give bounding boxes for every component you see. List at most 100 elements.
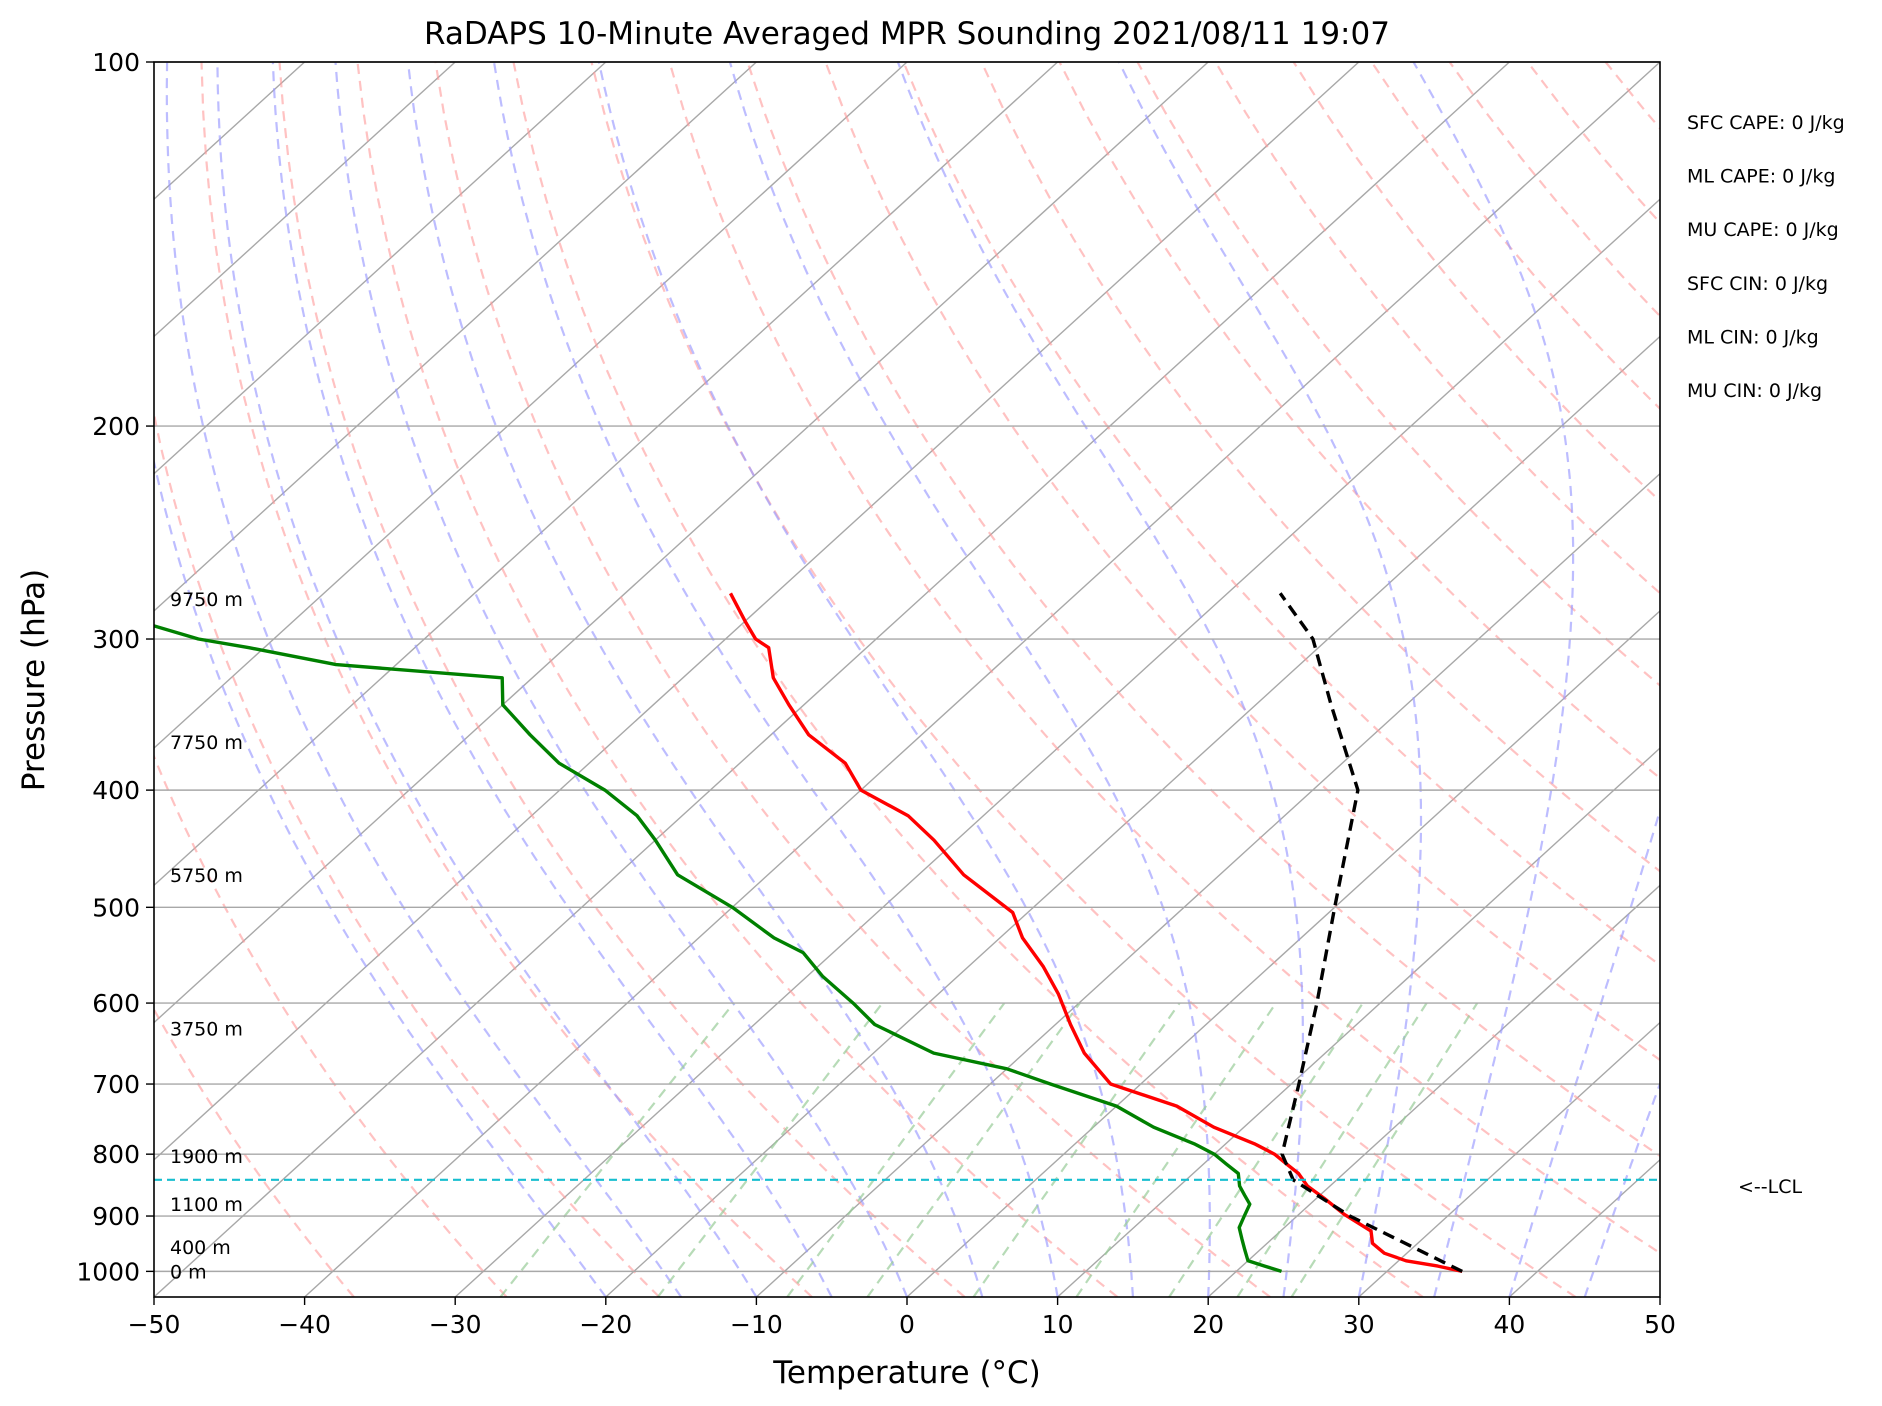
height-label: 400 m [170, 1237, 231, 1259]
mixing-ratio-line [1075, 1002, 1277, 1297]
y-tick-label: 800 [92, 1140, 140, 1169]
x-tick-label: 20 [1192, 1310, 1224, 1339]
stability-annotations: SFC CAPE: 0 J/kg ML CAPE: 0 J/kg MU CAPE: … [1687, 112, 1845, 402]
dry-adiabat [980, 62, 1660, 873]
dry-adiabat [1840, 62, 1882, 1297]
isotherm-line [1207, 884, 1660, 1297]
x-tick-label: −50 [128, 1310, 181, 1339]
dry-adiabat [1214, 62, 1660, 595]
moist-adiabat [728, 62, 1211, 1297]
isotherm-line [154, 62, 1209, 1024]
dry-adiabat [746, 62, 1660, 1158]
y-tick-label: 700 [92, 1070, 140, 1099]
y-axis: 100 200 300 400 500 600 700 800 900 1000 [76, 48, 154, 1286]
y-tick-label: 900 [92, 1202, 140, 1231]
x-tick-label: −10 [730, 1310, 783, 1339]
dry-adiabat [590, 62, 1577, 1297]
lcl-label: <--LCL [1738, 1176, 1802, 1198]
x-axis: −50 −40 −30 −20 −10 0 10 20 30 40 50 [128, 1297, 1676, 1339]
stability-annotation: ML CAPE: 0 J/kg [1687, 166, 1835, 188]
mixing-ratio-line [972, 1002, 1181, 1297]
dry-adiabat [1058, 62, 1660, 780]
x-tick-label: 30 [1343, 1310, 1375, 1339]
moist-adiabat [154, 457, 607, 1297]
x-axis-label: Temperature (°C) [772, 1355, 1041, 1391]
dry-adiabat [1604, 62, 1660, 130]
isotherm-line [605, 335, 1660, 1297]
x-tick-label: −40 [278, 1310, 331, 1339]
x-tick-label: −30 [429, 1310, 482, 1339]
x-tick-label: −20 [579, 1310, 632, 1339]
y-tick-label: 500 [92, 893, 140, 922]
height-label: 1100 m [170, 1194, 243, 1216]
moist-adiabat [165, 62, 683, 1297]
stability-annotation: SFC CAPE: 0 J/kg [1687, 112, 1845, 134]
height-label: 9750 m [170, 589, 243, 611]
height-label: 5750 m [170, 865, 243, 887]
stability-annotation: MU CIN: 0 J/kg [1687, 380, 1822, 402]
isotherm-line [154, 62, 757, 612]
dry-adiabat [1448, 62, 1660, 318]
stability-annotation: ML CIN: 0 J/kg [1687, 326, 1819, 348]
dry-adiabat [902, 62, 1660, 967]
isotherm-line [906, 609, 1660, 1297]
dry-adiabat [1762, 62, 1882, 1297]
mixing-ratio-line [866, 1002, 1081, 1297]
moist-adiabat [1583, 1080, 1660, 1297]
y-tick-label: 400 [92, 776, 140, 805]
y-tick-label: 300 [92, 625, 140, 654]
mixing-ratio-line [499, 1002, 735, 1297]
y-tick-label: 200 [92, 412, 140, 441]
stability-annotation: MU CAPE: 0 J/kg [1687, 219, 1839, 241]
dry-adiabat [278, 62, 966, 1297]
moist-adiabat [271, 62, 833, 1297]
sounding-curves [154, 592, 1463, 1274]
moist-adiabat [216, 62, 758, 1297]
parcel-path [1278, 592, 1463, 1273]
isotherm-line [154, 62, 1360, 1161]
x-tick-label: 40 [1493, 1310, 1525, 1339]
dry-adiabat [1292, 62, 1660, 503]
isotherm-line [154, 62, 456, 338]
isotherm-line [154, 62, 1059, 887]
isotherm-line [1659, 1296, 1660, 1297]
mixing-ratio-line [1290, 1002, 1479, 1297]
height-label: 0 m [170, 1261, 207, 1283]
lcl-group: <--LCL [154, 1176, 1802, 1198]
dry-adiabat [154, 1007, 355, 1297]
dry-adiabat [154, 408, 661, 1297]
dry-adiabat [668, 62, 1660, 1255]
reference-lines [154, 62, 1882, 1297]
y-tick-label: 100 [92, 48, 140, 77]
height-label: 7750 m [170, 732, 243, 754]
dry-adiabat [1370, 62, 1660, 411]
x-tick-label: 50 [1644, 1310, 1676, 1339]
moist-adiabat [1412, 62, 1575, 1297]
isotherm-line [154, 62, 908, 750]
chart-title: RaDAPS 10-Minute Averaged MPR Sounding 2… [424, 16, 1390, 52]
moist-adiabat [334, 62, 909, 1297]
isotherm-line [154, 62, 1510, 1297]
moist-adiabat [492, 62, 1059, 1297]
moist-adiabat [1508, 806, 1660, 1297]
mixing-ratio-line [786, 1002, 1006, 1297]
moist-adiabat [406, 62, 984, 1297]
y-axis-label: Pressure (hPa) [16, 569, 52, 791]
isotherm-line [304, 62, 1660, 1297]
x-tick-label: 10 [1042, 1310, 1074, 1339]
isotherm-line [755, 472, 1660, 1297]
isotherm-line [1358, 1021, 1660, 1297]
y-tick-label: 1000 [76, 1257, 140, 1286]
mixing-ratio-line [656, 1002, 884, 1297]
moist-adiabat [896, 62, 1304, 1297]
mixing-ratio-line [1236, 1002, 1428, 1297]
dry-adiabat [1684, 62, 1882, 1297]
stability-annotation: SFC CIN: 0 J/kg [1687, 273, 1828, 295]
dry-adiabat [434, 62, 1271, 1297]
isotherm-line [454, 198, 1660, 1297]
dry-adiabat [1136, 62, 1660, 687]
dry-adiabat [512, 62, 1424, 1297]
dry-adiabat [1526, 62, 1660, 225]
height-label: 3750 m [170, 1019, 243, 1041]
